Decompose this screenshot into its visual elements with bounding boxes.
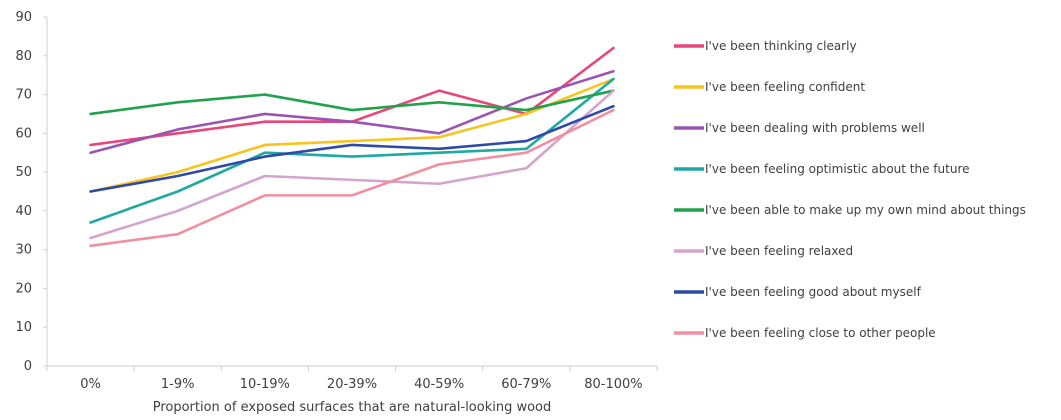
y-axis-ticks: 0 10 20 30 40 50 60 70 80 90	[15, 10, 47, 374]
legend-label: I've been feeling confident	[705, 80, 865, 94]
x-tick-label: 10-19%	[240, 377, 290, 392]
x-tick-label: 0%	[80, 377, 101, 392]
series-line	[89, 108, 615, 248]
series-lines	[89, 46, 615, 248]
y-tick-label: 80	[15, 49, 32, 64]
x-tick-label: 20-39%	[327, 377, 377, 392]
y-tick-label: 0	[24, 359, 32, 374]
y-tick-label: 90	[15, 10, 32, 25]
legend-label: I've been thinking clearly	[705, 39, 857, 53]
legend-label: I've been feeling close to other people	[705, 326, 936, 340]
y-tick-label: 10	[15, 320, 32, 335]
series-line	[89, 89, 615, 240]
y-tick-label: 60	[15, 126, 32, 141]
legend: I've been thinking clearly I've been feel…	[674, 39, 1026, 340]
legend-label: I've been feeling relaxed	[705, 244, 853, 258]
x-tick-label: 40-59%	[414, 377, 464, 392]
legend-label: I've been feeling good about myself	[705, 285, 922, 299]
legend-label: I've been feeling optimistic about the f…	[705, 162, 970, 176]
x-tick-label: 80-100%	[584, 377, 642, 392]
x-axis-title: Proportion of exposed surfaces that are …	[153, 400, 552, 415]
series-line	[89, 77, 615, 224]
series-line	[89, 104, 615, 193]
series-line	[89, 69, 615, 155]
series-line	[89, 89, 615, 116]
x-tick-label: 60-79%	[501, 377, 551, 392]
legend-label: I've been dealing with problems well	[705, 121, 925, 135]
series-line	[89, 77, 615, 193]
y-tick-label: 20	[15, 281, 32, 296]
y-tick-label: 40	[15, 204, 32, 219]
y-tick-label: 30	[15, 243, 32, 258]
y-tick-label: 70	[15, 88, 32, 103]
y-tick-label: 50	[15, 165, 32, 180]
legend-label: I've been able to make up my own mind ab…	[705, 203, 1026, 217]
x-tick-label: 1-9%	[161, 377, 195, 392]
x-axis-ticks: 0% 1-9% 10-19% 20-39% 40-59% 60-79% 80-100%	[46, 366, 658, 392]
